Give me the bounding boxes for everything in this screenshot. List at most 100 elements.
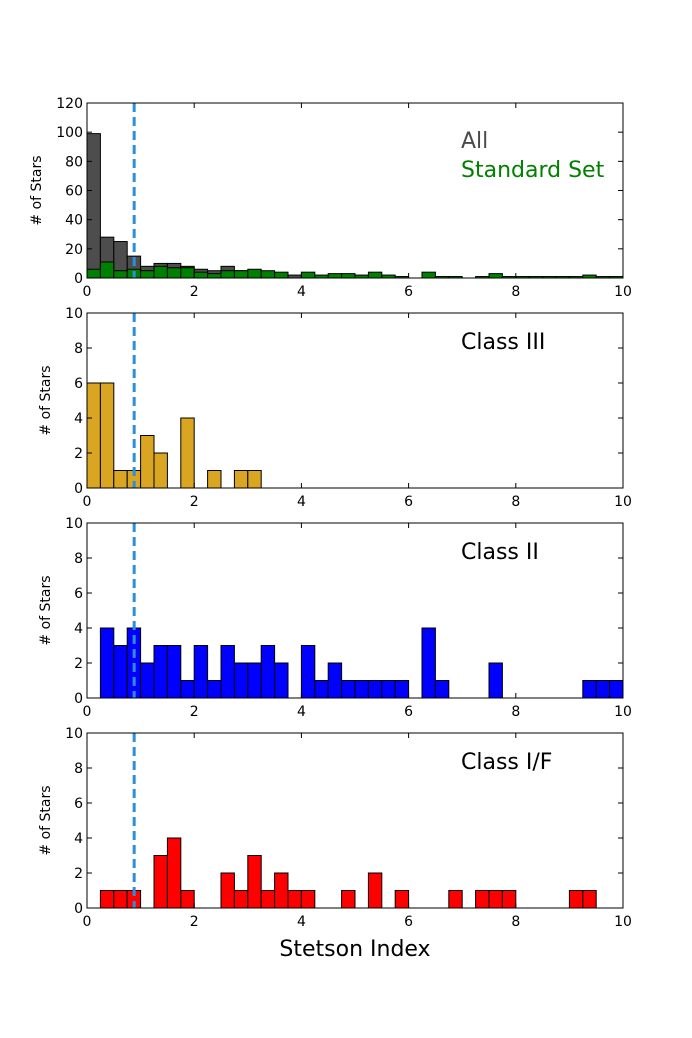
histogram-bar (300, 890, 316, 909)
histogram-bar (113, 470, 128, 489)
histogram-bar (341, 890, 356, 909)
y-tick-label: 20 (65, 242, 83, 258)
histogram-bar (568, 890, 584, 909)
histogram-bar (394, 890, 410, 909)
legend-label: Class I/F (461, 750, 552, 775)
plot-frame (86, 732, 624, 909)
y-tick-label: 2 (74, 866, 83, 882)
x-axis-label: Stetson Index (279, 937, 430, 962)
x-tick-label: 10 (614, 284, 632, 300)
x-tick-label: 4 (297, 494, 306, 510)
x-tick-label: 2 (190, 704, 199, 720)
x-tick-label: 0 (83, 494, 92, 510)
histogram-bar (99, 382, 115, 489)
y-tick-label: 0 (74, 481, 83, 497)
x-tick-label: 8 (511, 494, 520, 510)
histogram-bar (86, 133, 101, 279)
x-tick-label: 4 (297, 704, 306, 720)
histogram-bar (233, 470, 249, 489)
y-tick-label: 2 (74, 656, 83, 672)
y-tick-label: 0 (74, 901, 83, 917)
histogram-bar (327, 273, 343, 279)
y-axis-label: # of Stars (38, 785, 54, 855)
x-tick-label: 4 (297, 284, 306, 300)
histogram-bar (233, 270, 249, 279)
y-tick-label: 8 (74, 551, 83, 567)
y-tick-label: 6 (74, 586, 83, 602)
histogram-bar (207, 470, 222, 489)
histogram-bar (153, 265, 168, 279)
x-tick-label: 8 (511, 284, 520, 300)
x-tick-label: 4 (297, 914, 306, 930)
y-tick-label: 6 (74, 796, 83, 812)
histogram-bar (327, 662, 343, 699)
y-tick-label: 4 (74, 831, 83, 847)
x-tick-label: 6 (404, 284, 413, 300)
histogram-bar (274, 872, 289, 909)
histogram-bar (180, 267, 195, 279)
y-tick-label: 40 (65, 213, 83, 229)
panel-class-i-f: 0 2 4 6 8 10 0 2 4 6 8 10 # of Stars Class I/F (38, 726, 632, 930)
y-axis-label: # of Stars (29, 155, 45, 225)
histogram-bar (86, 382, 101, 489)
histogram-bar (233, 890, 249, 909)
histogram-bar (367, 872, 383, 909)
histogram-bar (501, 890, 517, 909)
x-tick-label: 0 (83, 704, 92, 720)
x-tick-label: 0 (83, 284, 92, 300)
histogram-bar (394, 680, 410, 699)
y-tick-label: 2 (74, 446, 83, 462)
histogram-bar (488, 662, 503, 699)
histogram-bar (287, 890, 302, 909)
x-tick-label: 8 (511, 704, 520, 720)
histogram-bar (140, 662, 155, 699)
y-tick-label: 120 (56, 96, 83, 112)
x-tick-label: 6 (404, 704, 413, 720)
histogram-bar (247, 855, 262, 909)
histogram-bar (153, 452, 168, 489)
histogram-bar (180, 890, 195, 909)
panel-class-iii: 0 2 4 6 8 10 0 2 4 6 8 10 # of Stars Class III (38, 306, 632, 510)
x-tick-label: 10 (614, 914, 632, 930)
y-tick-label: 8 (74, 761, 83, 777)
histogram-bar (220, 872, 235, 909)
y-axis-label: # of Stars (38, 365, 54, 435)
histogram-bar (180, 680, 195, 699)
histogram-bar (180, 417, 195, 489)
x-tick-label: 2 (190, 494, 199, 510)
histogram-bar (260, 645, 276, 699)
histogram-bar (434, 680, 450, 699)
histogram-bar (260, 890, 276, 909)
x-tick-label: 10 (614, 494, 632, 510)
histogram-bar (260, 270, 276, 279)
plot-frame (86, 102, 624, 279)
histogram-bar (582, 890, 597, 909)
histogram-bar (609, 680, 624, 699)
histogram-bar (233, 662, 249, 699)
y-tick-label: 10 (65, 306, 83, 322)
histogram-bar (300, 271, 316, 279)
histogram-bar (166, 837, 182, 909)
histogram-bar (247, 470, 262, 489)
histogram-bar (140, 435, 155, 489)
x-tick-label: 0 (83, 914, 92, 930)
histogram-bar (300, 645, 316, 699)
histogram-bar (220, 270, 235, 279)
histogram-bar (448, 890, 463, 909)
plot-frame (86, 522, 624, 699)
histogram-bar (354, 680, 369, 699)
histogram-bar (488, 890, 503, 909)
histogram-bar (220, 645, 235, 699)
y-tick-label: 4 (74, 411, 83, 427)
y-tick-label: 60 (65, 184, 83, 200)
histogram-bar (166, 267, 182, 279)
y-tick-label: 6 (74, 376, 83, 392)
histogram-bar (274, 662, 289, 699)
histogram-bar (274, 271, 289, 279)
histogram-bar (113, 270, 128, 279)
y-tick-label: 10 (65, 516, 83, 532)
x-tick-label: 6 (404, 914, 413, 930)
legend-label: Class III (461, 330, 545, 355)
histogram-bar (341, 273, 356, 279)
